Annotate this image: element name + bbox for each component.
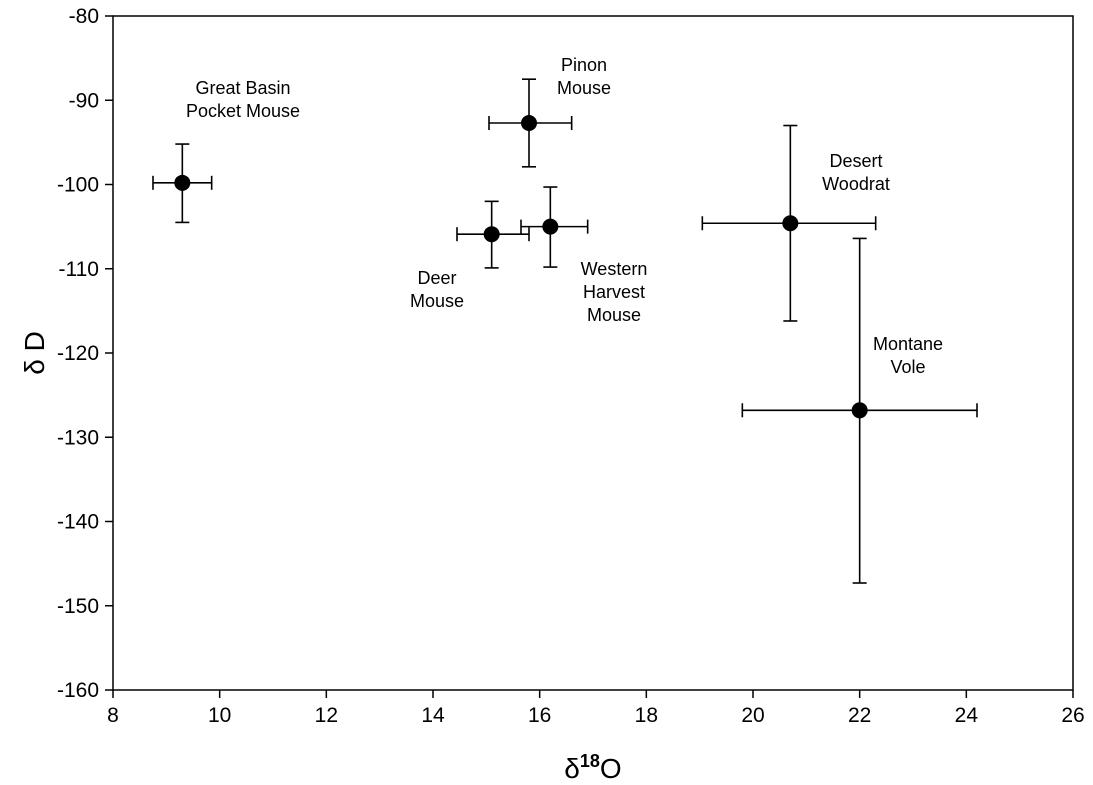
x-axis-title-superscript: 18	[580, 751, 600, 771]
point-annotations: Great Basin Pocket Mouse Pinon Mouse Deer Mou…	[186, 55, 943, 377]
data-point-group	[701, 124, 877, 322]
data-point	[851, 402, 868, 419]
point-label: Montane Vole	[873, 334, 943, 377]
y-tick-label: -150	[57, 595, 99, 618]
data-point	[521, 114, 537, 131]
x-tick-label: 22	[848, 704, 871, 727]
data-point-group	[456, 200, 530, 269]
y-tick-label: -80	[69, 5, 99, 28]
point-label-line: Mouse	[410, 291, 464, 311]
point-label-line: Pocket Mouse	[186, 101, 300, 121]
x-tick-label: 14	[421, 704, 445, 727]
x-axis-title-prefix: δ	[564, 753, 580, 784]
data-points	[152, 78, 978, 584]
point-label: Deer Mouse	[410, 268, 464, 311]
point-label-line: Pinon	[561, 55, 607, 75]
x-tick-label: 10	[208, 704, 231, 727]
y-tick-label: -120	[57, 342, 99, 365]
x-tick-label: 26	[1061, 704, 1084, 727]
x-tick-label: 16	[528, 704, 551, 727]
y-tick-label: -130	[57, 426, 99, 449]
y-tick-label: -100	[57, 174, 99, 197]
x-tick-label: 8	[107, 704, 119, 727]
point-label-line: Mouse	[587, 305, 641, 325]
y-tick-label: -160	[57, 679, 99, 702]
point-label-line: Western	[581, 259, 648, 279]
point-label-line: Great Basin	[195, 78, 290, 98]
x-tick-label: 24	[955, 704, 979, 727]
data-point-group	[520, 186, 589, 268]
data-point	[782, 215, 799, 232]
x-tick-label: 12	[315, 704, 338, 727]
y-tick-label: -90	[69, 89, 99, 112]
y-tick-label: -110	[59, 258, 99, 281]
point-label-line: Woodrat	[822, 174, 890, 194]
y-tick-label: -140	[57, 511, 99, 534]
x-axis-title-suffix: O	[600, 753, 622, 784]
y-axis: -80 -90 -100 -110 -120 -130 -140 -150 -160	[57, 5, 113, 702]
data-point	[542, 218, 559, 235]
y-axis-title: δ D	[19, 331, 50, 375]
data-point	[174, 174, 191, 191]
point-label-line: Harvest	[583, 282, 645, 302]
x-tick-label: 20	[741, 704, 764, 727]
point-label-line: Deer	[417, 268, 456, 288]
data-point-group	[741, 237, 978, 584]
data-point	[483, 226, 500, 243]
point-label-line: Desert	[829, 151, 882, 171]
point-label-line: Vole	[890, 357, 925, 377]
point-label: Western Harvest Mouse	[581, 259, 648, 325]
data-point-group	[152, 143, 213, 224]
point-label: Great Basin Pocket Mouse	[186, 78, 300, 121]
x-axis-title: δ18O	[564, 751, 621, 784]
point-label: Pinon Mouse	[557, 55, 611, 98]
point-label: Desert Woodrat	[822, 151, 890, 194]
x-tick-label: 18	[635, 704, 658, 727]
x-axis: 8 10 12 14 16 18 20 22 24 26	[107, 690, 1085, 727]
data-point-group	[488, 78, 573, 168]
point-label-line: Montane	[873, 334, 943, 354]
point-label-line: Mouse	[557, 78, 611, 98]
